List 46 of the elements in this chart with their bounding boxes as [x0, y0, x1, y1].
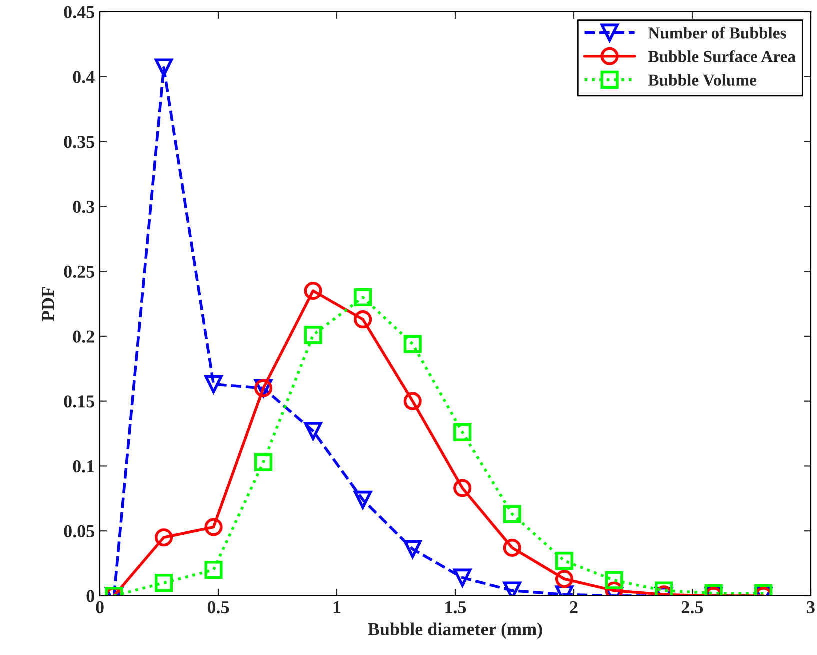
x-axis-title: Bubble diameter (mm) [368, 622, 542, 640]
point [454, 423, 472, 442]
legend-label: Bubble Volume [648, 74, 757, 86]
x-tick-label: 0.5 [208, 601, 230, 614]
point [354, 490, 372, 509]
point [154, 574, 174, 592]
point [555, 552, 574, 570]
point [404, 540, 422, 558]
point [204, 561, 223, 580]
point [154, 528, 174, 547]
y-axis-title: PDF [42, 287, 54, 322]
point [404, 335, 422, 354]
point [555, 570, 574, 588]
legend-label: Number of Bubbles [648, 26, 786, 39]
point [354, 310, 372, 329]
y-tick-label: 0.2 [73, 330, 94, 343]
legend-label: Bubble Surface Area [648, 50, 796, 62]
point [154, 58, 174, 77]
y-tick-label: 0 [86, 590, 94, 602]
x-tick-label: 0 [96, 601, 104, 614]
point [454, 479, 472, 498]
x-tick-label: 2 [570, 601, 578, 614]
point [204, 518, 223, 536]
x-tick-label: 1.5 [446, 601, 466, 614]
point [304, 326, 322, 344]
x-tick-label: 2.5 [682, 601, 704, 614]
y-tick-label: 0.15 [64, 396, 94, 408]
point [404, 392, 422, 410]
point [503, 505, 522, 524]
point [304, 422, 322, 440]
point [503, 538, 522, 558]
y-tick-label: 0.4 [73, 71, 95, 84]
x-tick-label: 1 [334, 601, 341, 614]
point [304, 282, 322, 300]
y-tick-label: 0.3 [73, 200, 95, 214]
point [254, 453, 273, 472]
point [454, 568, 472, 587]
x-tick-label: 3 [807, 601, 815, 614]
y-tick-label: 0.25 [64, 266, 94, 278]
point [605, 571, 624, 590]
y-tick-label: 0.05 [64, 525, 94, 538]
point [354, 288, 372, 307]
point [204, 375, 223, 394]
y-tick-label: 0.1 [73, 460, 94, 473]
y-tick-label: 0.35 [64, 136, 94, 148]
y-tick-label: 0.45 [64, 6, 94, 19]
